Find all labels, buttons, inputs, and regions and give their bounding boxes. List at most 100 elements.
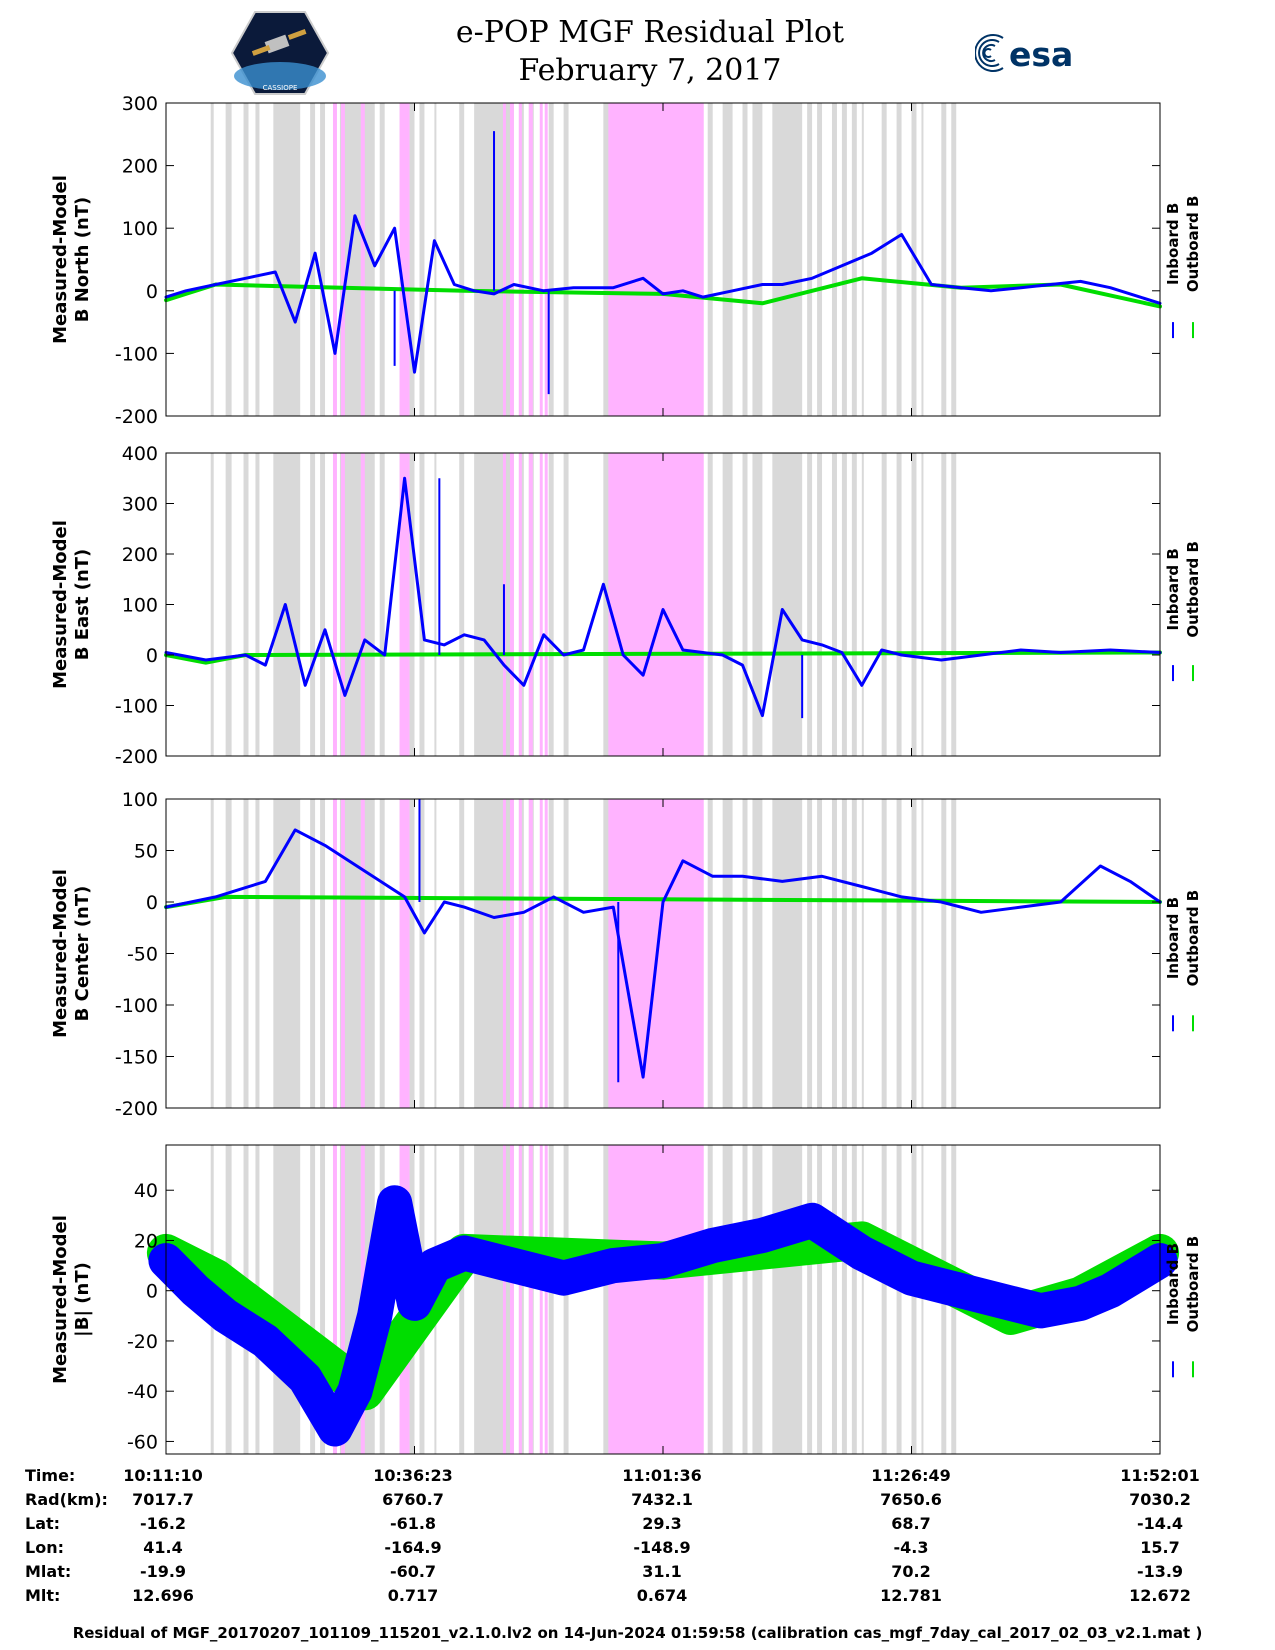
info-lat-4: -14.4 — [1136, 1514, 1184, 1533]
pink-band — [340, 799, 345, 1108]
y-tick-label: -100 — [115, 343, 158, 365]
gray-band — [831, 453, 837, 756]
gray-band — [752, 453, 763, 756]
gray-band — [742, 1145, 748, 1454]
gray-band — [310, 799, 316, 1108]
pink-band — [528, 453, 533, 756]
y-tick-label: -100 — [115, 696, 158, 718]
y-tick-label: -40 — [127, 1381, 158, 1403]
y-tick-label: 0 — [146, 645, 158, 667]
info-rad-3: 7650.6 — [880, 1490, 942, 1509]
gray-band — [742, 103, 748, 416]
outboard-series-line — [164, 276, 1162, 309]
gray-band — [434, 453, 437, 756]
info-lon-2: -148.9 — [633, 1538, 691, 1557]
gray-band — [807, 453, 813, 756]
gray-band — [921, 799, 924, 1108]
gray-band — [707, 453, 713, 756]
gray-band — [807, 1145, 813, 1454]
y-tick-label: -60 — [127, 1431, 158, 1453]
info-time-1: 10:36:23 — [373, 1466, 453, 1485]
pink-band — [340, 453, 345, 756]
y-tick-label: -100 — [115, 995, 158, 1017]
info-mlat-1: -60.7 — [389, 1562, 437, 1581]
gray-band — [817, 799, 823, 1108]
gray-band — [603, 1145, 614, 1454]
gray-band — [434, 799, 437, 1108]
gray-band — [831, 103, 837, 416]
y-tick-label: -20 — [127, 1331, 158, 1353]
info-lat-0: -16.2 — [139, 1514, 187, 1533]
info-lon-1: -164.9 — [384, 1538, 442, 1557]
pink-band — [509, 799, 514, 1108]
pink-band — [539, 103, 543, 416]
gray-band — [881, 453, 887, 756]
gray-band — [459, 103, 465, 416]
gray-band — [921, 103, 924, 416]
pink-band — [509, 1145, 514, 1454]
pink-band — [502, 103, 506, 416]
gray-band — [273, 799, 301, 1108]
y-tick-label: -200 — [115, 1098, 158, 1120]
gray-band — [896, 103, 902, 416]
legend-inboard-label: Inboard B — [1164, 897, 1182, 979]
legend-inboard-label: Inboard B — [1164, 1243, 1182, 1325]
esa-logo: esa — [975, 34, 1073, 74]
gray-band — [807, 799, 813, 1108]
legend-outboard-label: Outboard B — [1184, 1236, 1202, 1333]
pink-band — [608, 103, 704, 416]
gray-band — [841, 799, 847, 1108]
gray-band — [841, 453, 847, 756]
pink-band — [399, 453, 410, 756]
gray-band — [459, 1145, 465, 1454]
gray-band — [255, 799, 260, 1108]
cassiope-logo: CASSIOPE — [230, 11, 330, 95]
gray-band — [225, 453, 232, 756]
pink-band — [518, 799, 522, 1108]
gray-band — [459, 799, 465, 1108]
info-mlat-0: -19.9 — [139, 1562, 187, 1581]
info-mlt-4: 12.672 — [1129, 1586, 1191, 1605]
pink-band — [332, 103, 337, 416]
gray-band — [339, 799, 375, 1108]
y-tick-label: 0 — [146, 1281, 158, 1303]
gray-band — [921, 1145, 924, 1454]
esa-logo-text: esa — [1009, 35, 1073, 74]
inboard-series-line — [164, 828, 1162, 1079]
gray-band — [941, 103, 947, 416]
info-time-4: 11:52:01 — [1120, 1466, 1200, 1485]
y-axis-label-line1: Measured-Model — [50, 1215, 71, 1384]
gray-band — [851, 799, 857, 1108]
gray-band — [911, 103, 917, 416]
gray-band — [896, 799, 902, 1108]
gray-band — [563, 103, 569, 416]
gray-band — [563, 453, 569, 756]
info-mlt-2: 0.674 — [636, 1586, 688, 1605]
info-label-rad: Rad(km): — [25, 1490, 108, 1509]
pink-band — [528, 103, 533, 416]
gray-band — [474, 1145, 514, 1454]
gray-band — [419, 453, 425, 756]
info-time-2: 11:01:36 — [622, 1466, 702, 1485]
cassiope-logo-text: CASSIOPE — [263, 84, 298, 92]
gray-band — [752, 799, 763, 1108]
pink-band — [360, 103, 365, 416]
info-label-mlat: Mlat: — [25, 1562, 72, 1581]
panel-0: -200 -100 0 100 200 300 Measured-Model B North … — [50, 93, 1202, 428]
info-lon-4: 15.7 — [1140, 1538, 1180, 1557]
y-tick-label: 400 — [122, 443, 158, 465]
legend-inboard-label: Inboard B — [1164, 203, 1182, 285]
inboard-series-line — [148, 1185, 1178, 1447]
gray-band — [603, 799, 614, 1108]
gray-band — [807, 103, 813, 416]
pink-band — [518, 453, 522, 756]
panel-3: -60 -40 -20 0 20 40 Measured-Model |B| (nT) Inbo… — [50, 1144, 1202, 1455]
gray-band — [951, 453, 957, 756]
pink-band — [399, 103, 410, 416]
gray-band — [772, 799, 803, 1108]
orbit-info-table: Time: Rad(km): Lat: Lon: Mlat: Mlt: 10:1… — [0, 1466, 1275, 1616]
pink-band — [539, 453, 543, 756]
gray-band — [225, 799, 232, 1108]
gray-band — [474, 453, 514, 756]
